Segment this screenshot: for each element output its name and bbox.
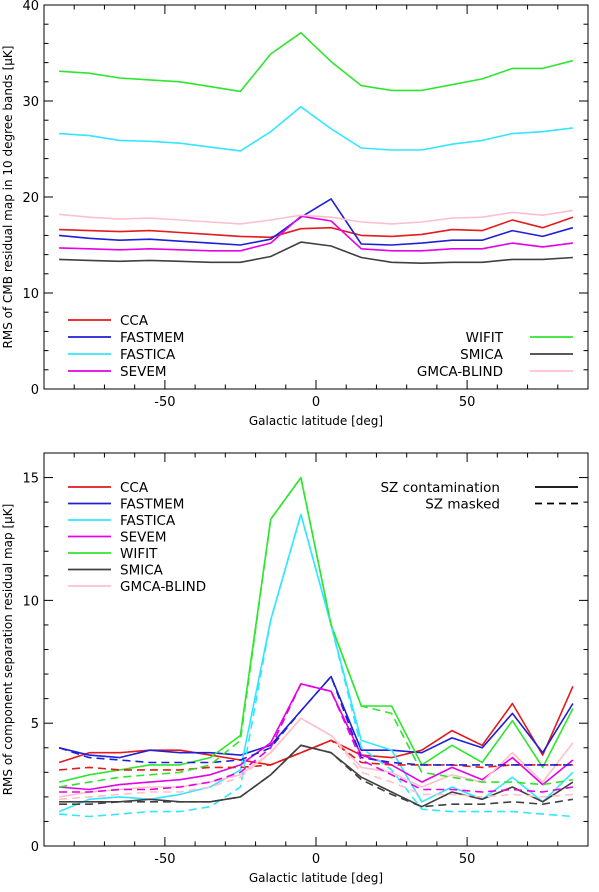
- legend-label: WIFIT: [120, 546, 158, 562]
- legend-label: GMCA-BLIND: [417, 364, 503, 380]
- series-line-gmca-blind: [59, 209, 574, 225]
- y-tick-label: 20: [22, 191, 39, 206]
- chart-panel-2: -50 0 50 0 5 10 15 Galactic latitude [deg] RMS o…: [1, 452, 589, 885]
- y-tick-label: 10: [22, 287, 39, 302]
- y-tick-label: 15: [22, 472, 39, 487]
- legend-label: FASTMEM: [120, 497, 184, 513]
- chart-legend: CCAFASTMEMFASTICASEVEMWIFITSMICAGMCA-BLI…: [68, 480, 578, 595]
- legend-label: SMICA: [120, 563, 164, 579]
- series-line-masked-12: [59, 744, 574, 808]
- y-axis-title: RMS of CMB residual map in 10 degree ban…: [1, 46, 15, 349]
- series-line-masked-13: [59, 717, 573, 801]
- series-line-fastmem: [58, 675, 574, 759]
- y-tick-label: 10: [22, 594, 39, 609]
- legend-label: SEVEM: [120, 364, 167, 380]
- legend-label: CCA: [120, 480, 149, 496]
- series-line-masked-8: [58, 675, 573, 766]
- x-tick-label: 0: [312, 395, 320, 410]
- x-tick-label: 0: [312, 852, 320, 867]
- y-tick-label: 0: [31, 383, 39, 398]
- series-line-wifit: [59, 31, 574, 93]
- series-line-smica: [59, 241, 573, 265]
- series-line-wifit: [58, 476, 574, 783]
- series-line-sevem: [59, 215, 573, 252]
- y-tick-label: 40: [22, 0, 39, 14]
- legend-label: SEVEM: [120, 530, 167, 546]
- legend-label: FASTMEM: [120, 330, 184, 346]
- legend-label: FASTICA: [120, 347, 176, 363]
- legend-label: WIFIT: [466, 330, 504, 346]
- series-line-cca: [59, 216, 574, 239]
- series-line-masked-9: [59, 513, 573, 818]
- series-line-fastmem: [59, 198, 574, 246]
- y-axis-title: RMS of component separation residual map…: [1, 504, 15, 796]
- y-tick-label: 0: [31, 840, 39, 855]
- x-axis-title: Galactic latitude [deg]: [249, 871, 383, 885]
- y-tick-label: 30: [22, 95, 39, 110]
- x-tick-label: 50: [459, 852, 476, 867]
- series-line-fastica: [59, 106, 573, 152]
- series-line-masked-7: [59, 739, 573, 771]
- x-tick-label: -50: [154, 395, 175, 410]
- series-line-masked-10: [59, 683, 574, 793]
- series-line-sevem: [59, 683, 574, 791]
- series-line-gmca-blind: [58, 717, 574, 798]
- legend-label: FASTICA: [120, 513, 176, 529]
- style-legend-label: SZ contamination: [380, 480, 500, 496]
- x-tick-label: -50: [154, 852, 175, 867]
- x-tick-label: 50: [459, 395, 476, 410]
- chart-panel-1: -50 0 50 0 10 20 30 40 Galactic latitude [deg] RM…: [1, 0, 589, 428]
- legend-label: SMICA: [460, 347, 504, 363]
- x-axis-title: Galactic latitude [deg]: [249, 414, 383, 428]
- y-tick-label: 5: [31, 717, 39, 732]
- style-legend-label: SZ masked: [425, 497, 500, 513]
- legend-label: CCA: [120, 313, 149, 329]
- legend-label: GMCA-BLIND: [120, 579, 206, 595]
